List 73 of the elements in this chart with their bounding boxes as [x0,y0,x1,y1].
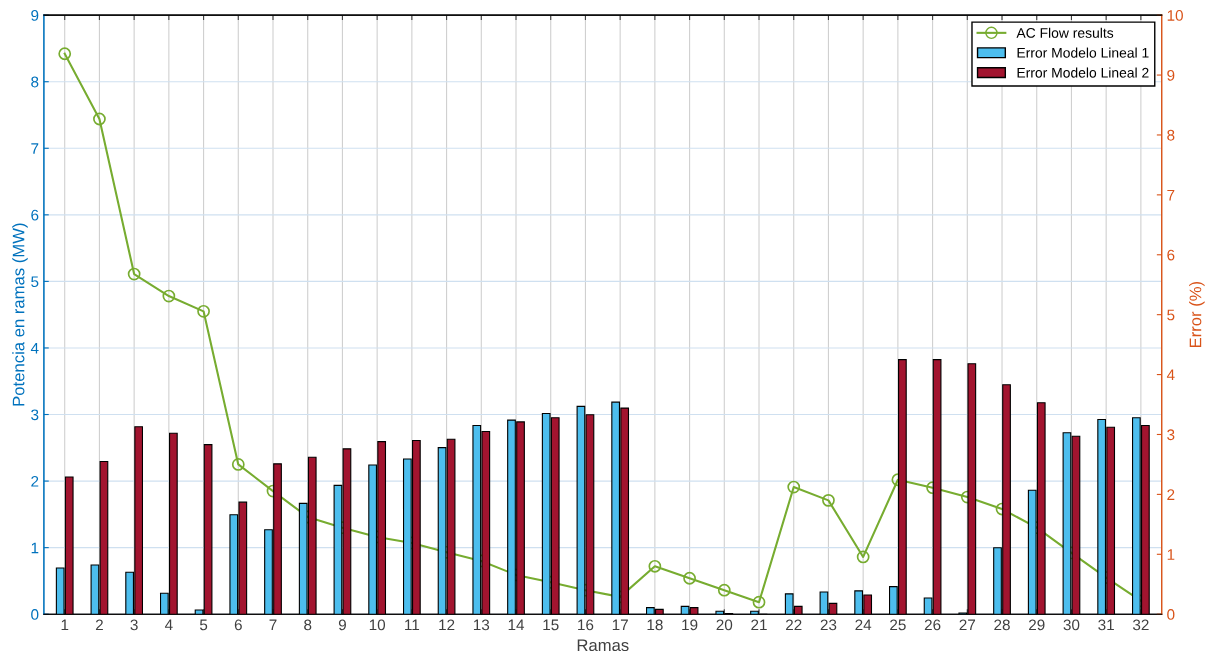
point [162,289,176,303]
x-tick-label: 6 [234,619,242,631]
y2-tick-label: 4 [1166,369,1175,381]
legend-label: Error Modelo Lineal 1 [1017,47,1149,58]
y-tick-label: 1 [31,542,39,554]
x-tick-label: 28 [994,619,1010,631]
y2-tick-label: 10 [1167,10,1183,21]
x-tick-label: 29 [1029,619,1045,631]
point [856,550,870,564]
y-tick-label: 9 [31,10,39,21]
y-tick-label: 3 [31,409,39,421]
point [717,583,731,597]
y2-tick-label: 9 [1167,69,1175,81]
x-tick-label: 31 [1098,619,1114,631]
y2-tick-label: 1 [1167,549,1175,560]
x-tick-label: 7 [269,619,277,631]
y2-tick-label: 7 [1167,189,1175,201]
point [197,304,210,318]
x-tick-label: 1 [61,619,69,631]
x-tick-label: 21 [751,619,767,631]
y-tick-label: 2 [31,475,39,487]
y-axis-title: Potencia en ramas (MW) [12,223,28,406]
y-tick-label: 7 [31,143,39,154]
point [231,458,245,471]
x-tick-label: 9 [338,619,346,631]
x-tick-label: 12 [439,619,455,631]
point [752,595,766,609]
x-tick-label: 27 [959,619,976,631]
point [58,47,72,61]
x-axis-title: Ramas [577,639,629,652]
point [683,571,696,585]
x-tick-label: 2 [95,619,103,631]
point [648,559,662,573]
x-tick-label: 13 [473,619,490,631]
x-tick-label: 19 [682,619,698,631]
x-tick-label: 4 [164,619,173,631]
x-tick-label: 18 [647,619,663,631]
x-tick-label: 24 [855,619,872,631]
x-tick-label: 17 [612,619,628,631]
y2-tick-label: 6 [1167,249,1175,261]
y2-tick-label: 0 [1167,609,1175,620]
y2-tick-label: 3 [1167,429,1175,441]
bar [750,610,759,615]
y2-tick-label: 5 [1167,309,1175,321]
y2-tick-label: 8 [1167,129,1175,141]
x-tick-label: 16 [578,619,594,631]
x-tick-label: 5 [199,619,208,631]
x-tick-label: 8 [304,619,312,631]
y-tick-label: 6 [31,209,39,221]
point [127,267,141,281]
x-tick-label: 23 [820,619,837,631]
y2-tick-label: 2 [1167,489,1175,500]
x-tick-label: 32 [1132,619,1149,631]
x-tick-label: 11 [405,619,420,631]
point [93,112,106,126]
x-tick-label: 10 [369,619,386,631]
x-tick-label: 15 [543,619,559,631]
legend-label: Error Modelo Lineal 2 [1017,67,1149,78]
x-tick-label: 3 [130,619,138,631]
y-tick-label: 4 [30,342,39,354]
x-tick-label: 22 [786,619,802,631]
x-tick-label: 20 [716,619,733,631]
y-tick-label: 5 [31,276,39,288]
point [787,480,801,494]
y2-axis-title: Error (%) [1189,281,1205,348]
x-tick-label: 26 [924,619,941,631]
legend-label: AC Flow results [1016,27,1114,38]
x-tick-label: 25 [890,619,906,631]
x-tick-label: 30 [1063,619,1080,631]
y-tick-label: 0 [31,609,39,620]
x-tick-label: 14 [508,619,525,631]
point [822,493,835,507]
y-tick-label: 8 [31,76,39,88]
